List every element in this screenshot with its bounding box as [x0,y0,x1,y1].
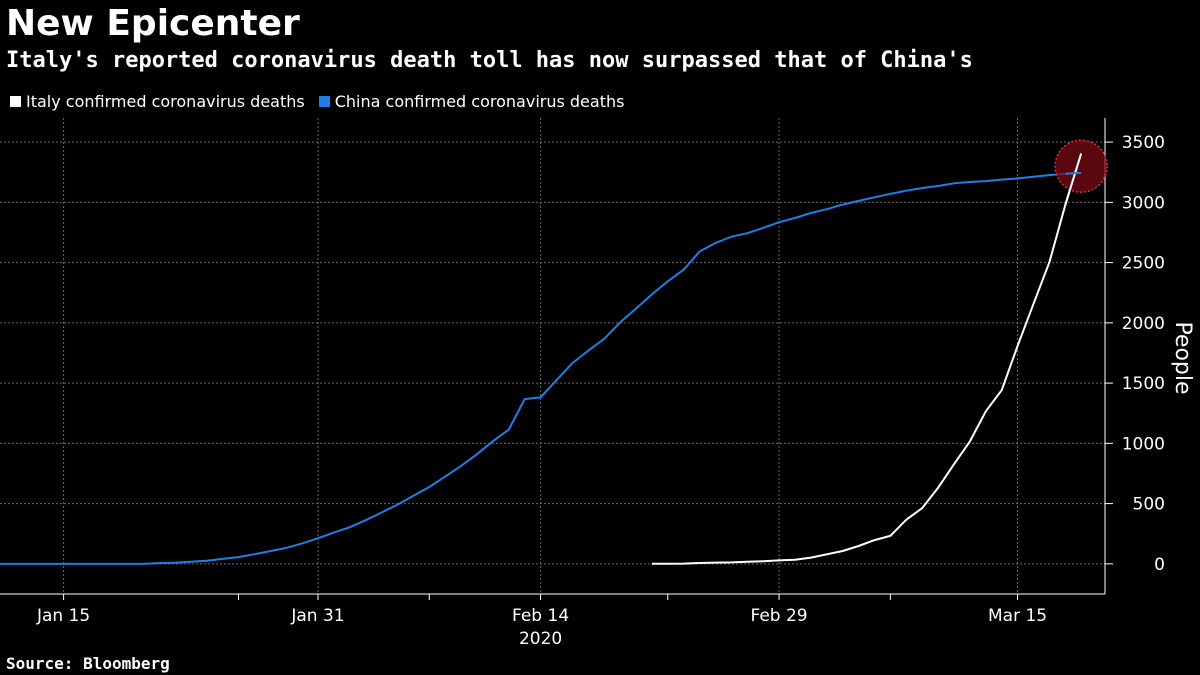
legend-label-china: China confirmed coronavirus deaths [334,91,625,111]
source-note: Source: Bloomberg [6,654,170,673]
y-tick-label: 2500 [1122,254,1165,274]
y-tick-label: 1500 [1122,374,1165,394]
legend-label-italy: Italy confirmed coronavirus deaths [26,91,305,111]
y-axis-title: People [1170,321,1195,394]
x-tick-label: Jan 15 [36,606,90,626]
y-tick-label: 3500 [1122,133,1165,153]
x-tick-label: Feb 29 [750,606,807,626]
legend-swatch-china [318,95,330,107]
chart-subtitle: Italy's reported coronavirus death toll … [6,48,973,73]
series-tip-italy [1064,153,1083,206]
highlight-circle [1054,139,1108,193]
x-tick-label: Feb 14 [512,606,569,626]
chart-title: New Epicenter [6,3,300,44]
y-tick-label: 2000 [1122,314,1165,334]
series-line-italy [651,153,1083,565]
legend-swatch-italy [10,95,21,107]
y-tick-label: 1000 [1122,434,1165,454]
x-tick-label: Mar 15 [988,606,1047,626]
y-tick-label: 3000 [1122,193,1165,213]
y-tick-label: 500 [1133,495,1165,515]
x-tick-label: Jan 31 [290,606,344,626]
x-axis-label: 2020 [519,629,562,649]
legend-item-italy: Italy confirmed coronavirus deaths [10,92,305,111]
legend-item-china: China confirmed coronavirus deaths [318,91,625,111]
legend: Italy confirmed coronavirus deaths China… [10,90,638,112]
y-tick-label: 0 [1154,555,1165,575]
series-tip-china [1065,171,1082,175]
series-line-china [0,171,1082,565]
